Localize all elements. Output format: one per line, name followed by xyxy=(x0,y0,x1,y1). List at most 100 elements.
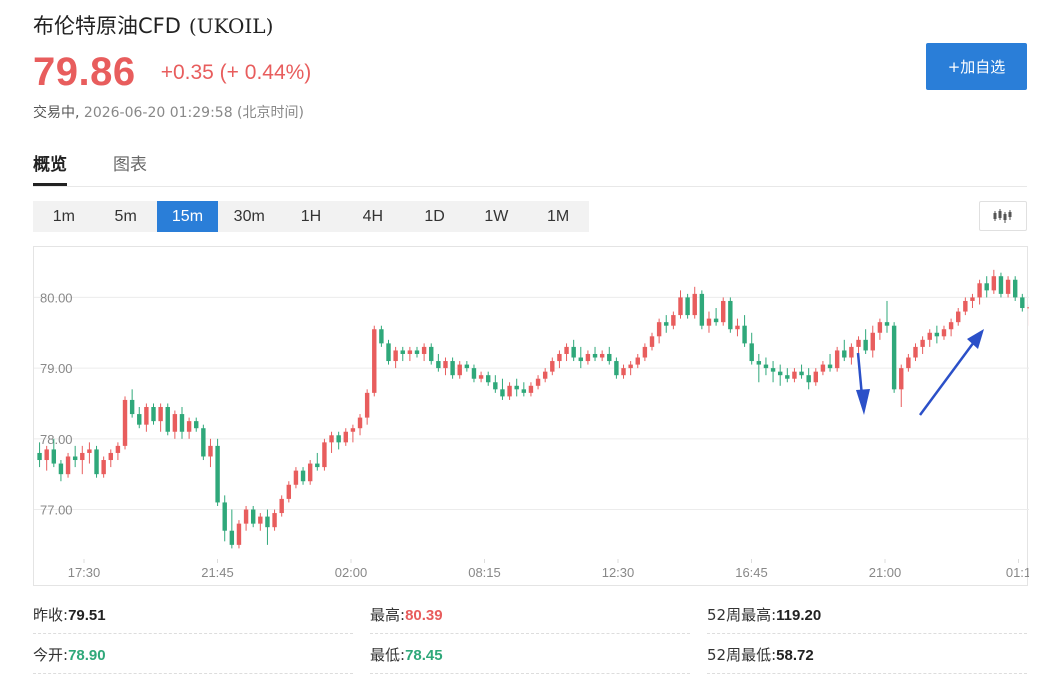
stat-52w-high: 52周最高:119.20 xyxy=(707,598,1027,634)
candle-body xyxy=(813,371,819,383)
up-arrow-shaft xyxy=(918,341,976,416)
candle-body xyxy=(749,343,754,362)
candle-body xyxy=(856,339,861,347)
interval-4h[interactable]: 4H xyxy=(362,207,384,225)
x-tick-label: 21:00 xyxy=(869,565,902,580)
candle-body xyxy=(272,513,277,528)
candle-body xyxy=(535,378,541,386)
candle-body xyxy=(286,484,292,499)
candle-body xyxy=(478,375,484,379)
candle-body xyxy=(571,346,576,358)
candle-body xyxy=(194,421,199,429)
candle-body xyxy=(357,417,363,429)
candle-body xyxy=(450,361,455,376)
candle-body xyxy=(436,361,441,369)
candle-body xyxy=(927,332,932,340)
interval-1m[interactable]: 1m xyxy=(52,207,75,225)
stat-open: 今开:78.90 xyxy=(33,638,353,674)
candle-body xyxy=(293,470,299,485)
candle-body xyxy=(372,329,377,393)
stat-value: 119.20 xyxy=(776,607,822,624)
candle-body xyxy=(250,509,256,524)
candlestick-icon xyxy=(993,209,1012,223)
candle-body xyxy=(664,322,669,326)
candle-body xyxy=(678,297,683,316)
tab-chart[interactable]: 图表 xyxy=(113,155,147,175)
candle-body xyxy=(948,322,954,330)
price-row: 79.86 +0.35 (+ 0.44%) xyxy=(33,50,311,95)
candle-body xyxy=(913,346,918,358)
interval-selector: 1m 5m 15m 30m 1H 4H 1D 1W 1M xyxy=(33,201,589,232)
candle-body xyxy=(1027,307,1029,309)
candle-body xyxy=(379,329,384,344)
candle-body xyxy=(101,460,106,475)
candle-body xyxy=(941,329,947,337)
up-arrow-head xyxy=(967,329,984,349)
candle-body xyxy=(692,293,697,316)
candle-body xyxy=(799,371,804,376)
candle-body xyxy=(1005,279,1011,294)
x-tick-label: 12:30 xyxy=(602,565,635,580)
candle-body xyxy=(236,523,242,545)
x-tick-label: 01:1 xyxy=(1006,565,1029,580)
candle-body xyxy=(265,516,270,528)
candle-body xyxy=(208,445,213,457)
y-tick-label: 78.00 xyxy=(40,432,73,447)
trading-status: 交易中, 2026-06-20 01:29:58 (北京时间) xyxy=(33,102,304,122)
candle-body xyxy=(400,350,405,354)
candle-body xyxy=(528,385,534,393)
candle-body xyxy=(144,407,149,425)
candle-body xyxy=(115,445,121,453)
stat-label: 52周最低: xyxy=(707,646,777,664)
candlestick-chart[interactable]: 77.00 78.00 79.00 80.00 17:30 21:45 02:00 08:15… xyxy=(34,247,1029,587)
interval-1d[interactable]: 1D xyxy=(424,207,445,225)
interval-1w[interactable]: 1W xyxy=(484,207,509,225)
chart-type-button[interactable] xyxy=(979,201,1027,231)
candle-body xyxy=(521,389,527,393)
stat-value: 58.72 xyxy=(776,647,814,664)
candle-body xyxy=(713,318,719,323)
candle-body xyxy=(186,421,192,432)
candle-body xyxy=(51,449,57,464)
candle-body xyxy=(429,346,434,362)
add-watchlist-button[interactable]: +加自选 xyxy=(926,43,1027,90)
tab-overview[interactable]: 概览 xyxy=(33,150,67,186)
down-arrow-head xyxy=(856,389,870,415)
candle-body xyxy=(842,350,847,358)
candle-body xyxy=(920,339,925,347)
candle-body xyxy=(706,318,712,326)
candle-body xyxy=(279,498,284,514)
candle-body xyxy=(393,350,398,362)
interval-15m[interactable]: 15m xyxy=(156,201,219,232)
candle-body xyxy=(486,375,491,383)
candle-body xyxy=(122,399,128,446)
candle-body xyxy=(343,431,348,443)
candle-body xyxy=(806,375,811,383)
candle-body xyxy=(607,353,612,362)
candle-body xyxy=(471,368,477,379)
candle-body xyxy=(991,276,997,291)
candle-body xyxy=(742,325,747,344)
candle-body xyxy=(770,368,776,372)
stat-label: 最高: xyxy=(370,606,406,624)
candle-body xyxy=(984,283,989,291)
candle-body xyxy=(621,368,626,376)
candle-body xyxy=(215,445,220,503)
candle-body xyxy=(386,343,391,362)
stat-value: 78.90 xyxy=(68,647,106,664)
interval-5m[interactable]: 5m xyxy=(114,207,137,225)
interval-1h[interactable]: 1H xyxy=(300,207,322,225)
candle-body xyxy=(578,357,583,362)
stat-label: 今开: xyxy=(33,646,69,664)
candle-body xyxy=(222,502,227,531)
candle-body xyxy=(364,392,370,418)
interval-1mo[interactable]: 1M xyxy=(547,207,570,225)
interval-30m[interactable]: 30m xyxy=(233,207,265,225)
candle-body xyxy=(44,449,49,461)
candle-body xyxy=(407,350,413,354)
price-chart[interactable]: 77.00 78.00 79.00 80.00 17:30 21:45 02:00 08:15… xyxy=(33,246,1029,587)
candle-body xyxy=(735,325,740,330)
candle-body xyxy=(906,357,911,369)
candle-body xyxy=(129,399,135,415)
candle-body xyxy=(870,332,875,351)
